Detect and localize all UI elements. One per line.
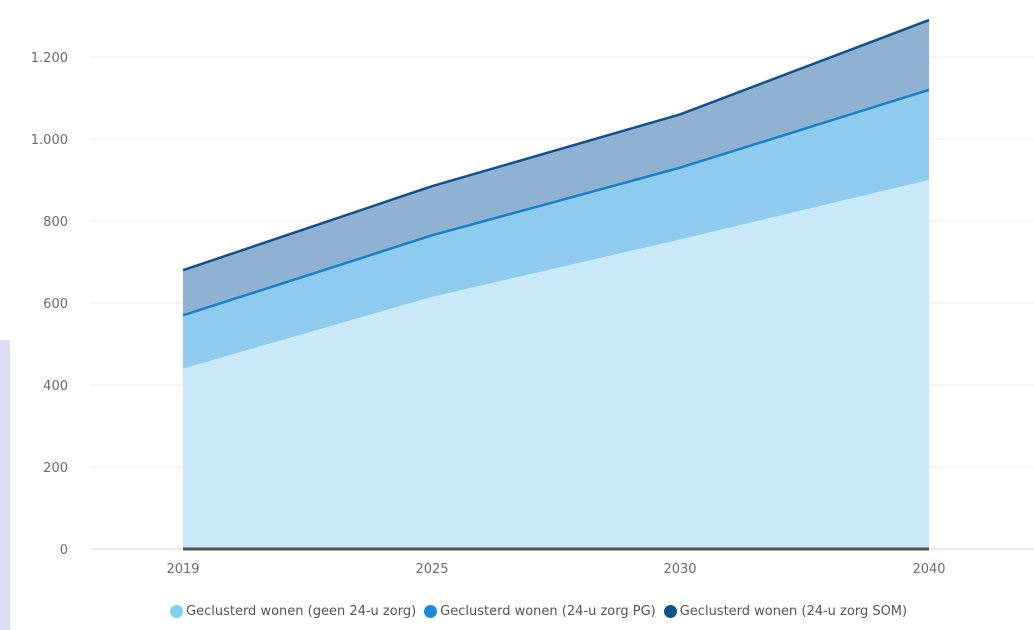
- y-tick-label-400: 400: [43, 379, 68, 394]
- legend-marker-pg: [424, 604, 438, 618]
- side-strip: [0, 340, 10, 630]
- line-series-1: [182, 88, 930, 317]
- y-tick-label-1000: 1.000: [31, 133, 68, 148]
- area-series-1: [183, 89, 929, 369]
- y-tick-label-600: 600: [43, 297, 68, 312]
- y-tick-label-1200: 1.200: [31, 51, 68, 66]
- legend-marker-geen: [170, 604, 183, 618]
- legend-item-pg[interactable]: Geclusterd wonen (24-u zorg PG): [424, 604, 656, 619]
- legend-item-som[interactable]: Geclusterd wonen (24-u zorg SOM): [663, 603, 908, 619]
- legend-label-pg: Geclusterd wonen (24-u zorg PG): [440, 603, 656, 619]
- x-tick-label-2025: 2025: [415, 562, 448, 577]
- legend-marker-som: [663, 604, 677, 618]
- legend-label-som: Geclusterd wonen (24-u zorg SOM): [679, 603, 908, 619]
- y-tick-label-800: 800: [43, 215, 68, 230]
- y-tick-label-200: 200: [43, 461, 68, 476]
- x-tick-label-2030: 2030: [663, 562, 696, 577]
- line-series-2: [182, 18, 930, 272]
- x-tick-label-2040: 2040: [912, 562, 945, 577]
- legend-label-geen: Geclusterd wonen (geen 24-u zorg): [186, 603, 417, 619]
- legend-item-geen[interactable]: Geclusterd wonen (geen 24-u zorg): [170, 604, 416, 619]
- area-series-0: [183, 180, 929, 549]
- area-chart: 0 200 400 600 800 1.000 1.200 2019 2025 2030 2040: [31, 18, 1034, 577]
- area-series-2: [183, 20, 929, 316]
- legend: Geclusterd wonen (geen 24-u zorg) Geclus…: [170, 600, 907, 622]
- y-tick-label-0: 0: [60, 543, 68, 558]
- x-tick-label-2019: 2019: [166, 562, 199, 577]
